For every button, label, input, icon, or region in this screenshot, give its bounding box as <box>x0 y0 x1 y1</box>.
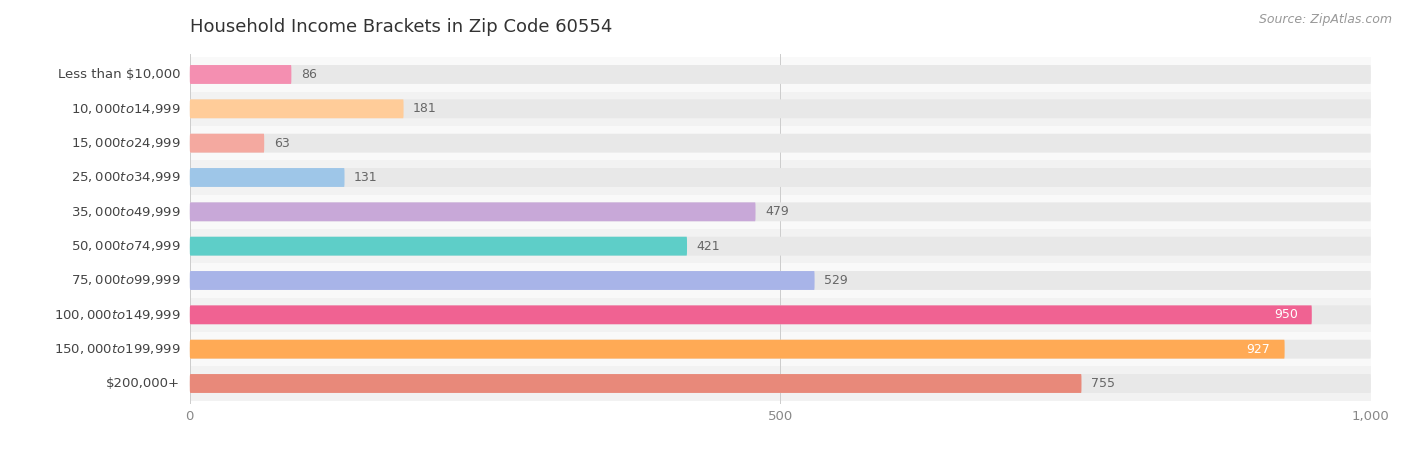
Text: Household Income Brackets in Zip Code 60554: Household Income Brackets in Zip Code 60… <box>190 18 612 36</box>
FancyBboxPatch shape <box>190 271 814 290</box>
FancyBboxPatch shape <box>190 65 1371 84</box>
Text: 479: 479 <box>765 205 789 218</box>
Bar <box>190 332 1371 366</box>
FancyBboxPatch shape <box>190 374 1081 393</box>
Text: 755: 755 <box>1091 377 1115 390</box>
Bar <box>190 298 1371 332</box>
FancyBboxPatch shape <box>190 134 264 153</box>
FancyBboxPatch shape <box>190 237 1371 255</box>
Text: 927: 927 <box>1247 343 1271 356</box>
Text: $150,000 to $199,999: $150,000 to $199,999 <box>53 342 180 356</box>
FancyBboxPatch shape <box>190 305 1371 324</box>
Bar <box>190 57 1371 92</box>
FancyBboxPatch shape <box>190 374 1371 393</box>
Text: $200,000+: $200,000+ <box>107 377 180 390</box>
FancyBboxPatch shape <box>190 99 404 118</box>
FancyBboxPatch shape <box>190 134 1371 153</box>
FancyBboxPatch shape <box>190 168 344 187</box>
Text: Less than $10,000: Less than $10,000 <box>58 68 180 81</box>
FancyBboxPatch shape <box>190 237 688 255</box>
Bar <box>190 126 1371 160</box>
FancyBboxPatch shape <box>190 271 1371 290</box>
Bar <box>190 263 1371 298</box>
Text: 131: 131 <box>354 171 378 184</box>
Bar <box>190 92 1371 126</box>
Bar <box>190 195 1371 229</box>
Text: 950: 950 <box>1274 308 1298 321</box>
Bar <box>190 229 1371 263</box>
FancyBboxPatch shape <box>190 99 1371 118</box>
FancyBboxPatch shape <box>190 168 1371 187</box>
Text: 529: 529 <box>824 274 848 287</box>
Text: 63: 63 <box>274 136 290 150</box>
Bar <box>190 160 1371 195</box>
Text: 86: 86 <box>301 68 316 81</box>
Text: $15,000 to $24,999: $15,000 to $24,999 <box>70 136 180 150</box>
FancyBboxPatch shape <box>190 340 1285 359</box>
Text: $10,000 to $14,999: $10,000 to $14,999 <box>70 102 180 116</box>
FancyBboxPatch shape <box>190 65 291 84</box>
Text: $25,000 to $34,999: $25,000 to $34,999 <box>70 171 180 185</box>
Text: 181: 181 <box>413 102 437 115</box>
FancyBboxPatch shape <box>190 202 1371 221</box>
Text: $100,000 to $149,999: $100,000 to $149,999 <box>53 308 180 322</box>
Text: $75,000 to $99,999: $75,000 to $99,999 <box>70 273 180 287</box>
FancyBboxPatch shape <box>190 202 755 221</box>
Text: Source: ZipAtlas.com: Source: ZipAtlas.com <box>1258 13 1392 26</box>
Text: 421: 421 <box>696 240 720 253</box>
FancyBboxPatch shape <box>190 305 1312 324</box>
Text: $35,000 to $49,999: $35,000 to $49,999 <box>70 205 180 219</box>
Text: $50,000 to $74,999: $50,000 to $74,999 <box>70 239 180 253</box>
Bar <box>190 366 1371 401</box>
FancyBboxPatch shape <box>190 340 1371 359</box>
